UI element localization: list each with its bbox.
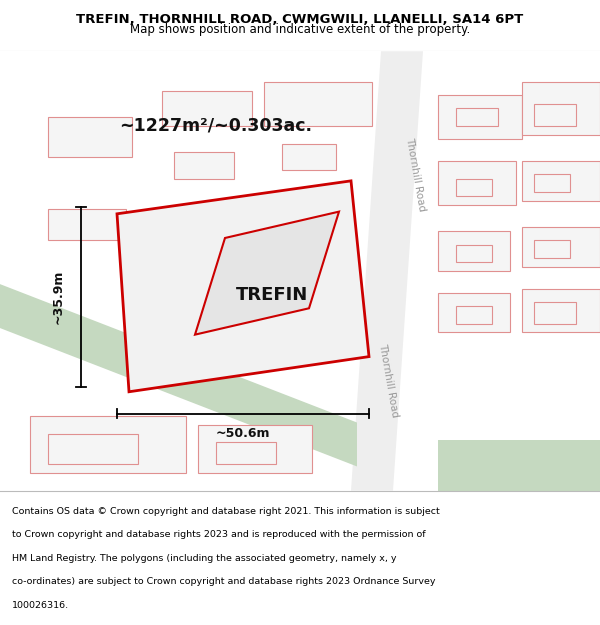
Bar — [216, 442, 276, 464]
Text: TREFIN: TREFIN — [235, 286, 308, 304]
Text: to Crown copyright and database rights 2023 and is reproduced with the permissio: to Crown copyright and database rights 2… — [12, 530, 425, 539]
Text: ~50.6m: ~50.6m — [216, 427, 270, 440]
Bar — [522, 227, 600, 266]
Bar — [534, 302, 576, 324]
Bar — [522, 289, 600, 332]
Bar — [522, 82, 600, 135]
Polygon shape — [195, 212, 339, 334]
Polygon shape — [117, 181, 369, 392]
Polygon shape — [0, 284, 357, 466]
Text: HM Land Registry. The polygons (including the associated geometry, namely x, y: HM Land Registry. The polygons (includin… — [12, 554, 397, 562]
Text: TREFIN, THORNHILL ROAD, CWMGWILI, LLANELLI, SA14 6PT: TREFIN, THORNHILL ROAD, CWMGWILI, LLANEL… — [76, 12, 524, 26]
Bar — [456, 244, 492, 262]
Text: Thornhill Road: Thornhill Road — [404, 136, 427, 212]
Bar — [534, 104, 576, 126]
Bar — [48, 434, 138, 464]
Bar — [534, 240, 570, 258]
Bar — [522, 161, 600, 201]
Bar — [282, 144, 336, 170]
Bar — [456, 306, 492, 324]
Bar — [264, 82, 372, 126]
Polygon shape — [351, 51, 423, 491]
Bar — [456, 179, 492, 196]
Text: ~1227m²/~0.303ac.: ~1227m²/~0.303ac. — [119, 117, 313, 135]
Bar — [174, 152, 234, 179]
Bar — [438, 231, 510, 271]
Bar — [48, 209, 126, 240]
Bar — [162, 91, 252, 126]
Bar — [534, 174, 570, 192]
Text: Map shows position and indicative extent of the property.: Map shows position and indicative extent… — [130, 23, 470, 36]
Bar — [456, 108, 498, 126]
Bar — [48, 117, 132, 157]
Text: Contains OS data © Crown copyright and database right 2021. This information is : Contains OS data © Crown copyright and d… — [12, 507, 440, 516]
Bar — [438, 293, 510, 333]
Bar — [30, 416, 186, 473]
Bar — [438, 95, 522, 139]
Text: 100026316.: 100026316. — [12, 601, 69, 610]
Text: ~35.9m: ~35.9m — [52, 270, 65, 324]
Bar — [438, 440, 600, 491]
Bar — [438, 161, 516, 205]
Text: Thornhill Road: Thornhill Road — [377, 343, 400, 419]
Bar — [198, 425, 312, 473]
Text: co-ordinates) are subject to Crown copyright and database rights 2023 Ordnance S: co-ordinates) are subject to Crown copyr… — [12, 578, 436, 586]
